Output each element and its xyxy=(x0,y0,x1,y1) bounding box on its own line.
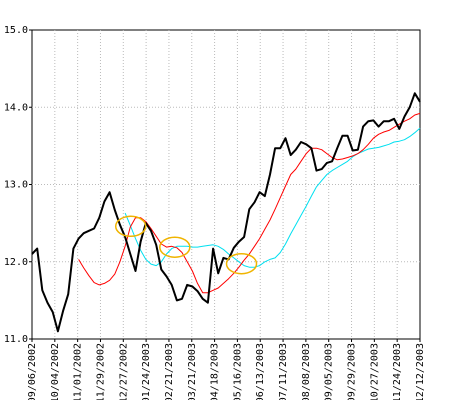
y-tick-label: 12.0 xyxy=(4,257,28,268)
x-tick-label: 02/21/2003 xyxy=(164,343,175,400)
x-tick-label: 05/16/2003 xyxy=(232,343,243,400)
x-tick-label: 12/12/2003 xyxy=(415,343,426,400)
y-tick-label: 13.0 xyxy=(4,180,28,191)
x-tick-label: 11/01/2002 xyxy=(73,343,84,400)
x-tick-label: 09/29/2003 xyxy=(347,343,358,400)
y-tick-label: 14.0 xyxy=(4,102,28,113)
x-tick-label: 07/11/2003 xyxy=(278,343,289,400)
x-tick-label: 10/27/2003 xyxy=(369,343,380,400)
x-tick-label: 12/27/2002 xyxy=(118,343,129,400)
highlight-layer xyxy=(114,215,258,275)
y-tick-label: 11.0 xyxy=(4,334,28,345)
x-tick-label: 09/05/2003 xyxy=(324,343,335,400)
x-axis-ticks: 09/06/2002 10/04/2002 11/01/2002 11/29/2002… xyxy=(27,339,426,400)
x-tick-label: 03/21/2003 xyxy=(187,343,198,400)
series-layer xyxy=(31,92,421,333)
series-line-price xyxy=(31,92,421,333)
crossover-highlight-ellipse xyxy=(159,236,191,258)
crossover-highlight-ellipse xyxy=(225,252,258,275)
x-tick-label: 08/08/2003 xyxy=(301,343,312,400)
series-line-short-ma xyxy=(78,112,421,294)
x-tick-label: 04/18/2003 xyxy=(210,343,221,400)
grid-lines xyxy=(32,30,420,339)
x-tick-label: 06/13/2003 xyxy=(255,343,266,400)
x-tick-label: 09/06/2002 xyxy=(27,343,38,400)
y-tick-label: 15.0 xyxy=(4,25,28,36)
x-tick-label: 11/29/2002 xyxy=(95,343,106,400)
crossover-highlight-ellipse xyxy=(114,215,147,238)
plot-area xyxy=(31,29,421,340)
x-tick-label: 10/04/2002 xyxy=(50,343,61,400)
y-axis-ticks: 11.0 12.0 13.0 14.0 15.0 xyxy=(4,25,32,345)
x-tick-label: 11/24/2003 xyxy=(392,343,403,400)
x-tick-label: 01/24/2003 xyxy=(141,343,152,400)
